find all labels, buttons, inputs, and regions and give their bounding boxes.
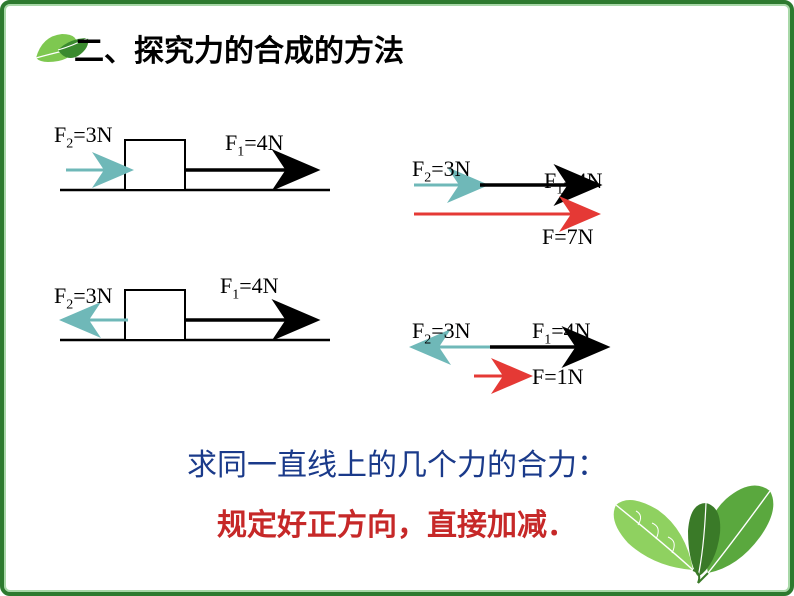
d2-f2-label: F2=3N (412, 156, 471, 186)
d3-f1-label: F1=4N (220, 273, 279, 303)
d1-f1-label: F1=4N (225, 130, 284, 160)
d2-f1-label: F1=4N (544, 168, 603, 198)
d1-f2-label: F2=3N (54, 122, 113, 152)
d2-fr-label: F=7N (542, 224, 594, 250)
leaves-corner-icon (598, 455, 788, 590)
d3-f2-label: F2=3N (54, 283, 113, 313)
d4-fr-label: F=1N (532, 364, 584, 390)
d4-f1-label: F1=4N (532, 318, 591, 348)
d4-f2-label: F2=3N (412, 318, 471, 348)
